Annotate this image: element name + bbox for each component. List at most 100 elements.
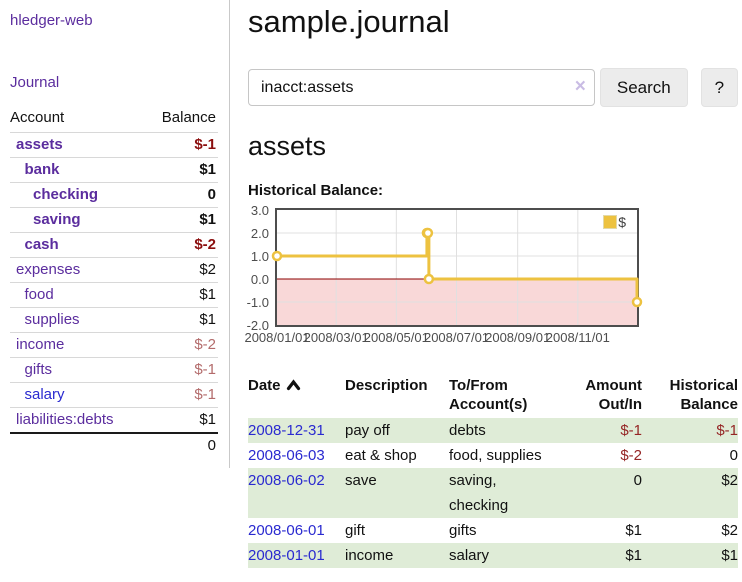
transaction-description: income xyxy=(345,547,394,564)
chart-title: Historical Balance: xyxy=(248,182,384,199)
chart-legend: $ xyxy=(603,214,626,230)
transaction-date-link[interactable]: 2008-06-01 xyxy=(248,522,325,539)
register-row: 2008-12-31 pay off debts $-1 $-1 xyxy=(248,418,738,443)
account-row: income $-2 xyxy=(10,332,218,358)
account-table-header: Account Balance xyxy=(10,108,218,133)
balance-column-header: Historical Balance xyxy=(669,377,738,413)
transaction-amount: $-2 xyxy=(620,447,642,464)
account-link[interactable]: salary xyxy=(24,386,65,403)
y-axis-tick-label: -1.0 xyxy=(246,295,269,310)
y-axis-tick-label: 3.0 xyxy=(250,203,269,218)
transaction-date-link[interactable]: 2008-06-02 xyxy=(248,472,325,489)
account-link[interactable]: food xyxy=(24,286,54,303)
transaction-accounts: salary xyxy=(449,547,490,564)
transaction-description: eat & shop xyxy=(345,447,417,464)
transaction-balance: $-1 xyxy=(716,422,738,439)
account-row: cash $-2 xyxy=(10,232,218,258)
account-balance: $-1 xyxy=(194,361,216,378)
account-balance: $1 xyxy=(199,411,216,428)
register-row: 2008-06-01 gift gifts $1 $2 xyxy=(248,518,738,543)
help-button[interactable]: ? xyxy=(700,68,738,107)
main-content: sample.journal × Search ? assets Histori… xyxy=(244,0,738,568)
sidebar: hledger-web Journal Account Balance asse… xyxy=(0,0,230,468)
y-axis-tick-label: -2.0 xyxy=(246,318,269,333)
amount-column-header: Amount Out/In xyxy=(585,377,642,413)
date-column-header[interactable]: Date xyxy=(248,376,345,418)
account-row: food $1 xyxy=(10,282,218,308)
search-form: × Search ? xyxy=(248,68,738,107)
page-title: sample.journal xyxy=(248,4,450,39)
transaction-date-link[interactable]: 2008-01-01 xyxy=(248,547,325,564)
transaction-amount: 0 xyxy=(633,472,642,489)
account-total-row: 0 xyxy=(10,433,218,458)
account-balance: $1 xyxy=(199,161,216,178)
legend-label: $ xyxy=(618,214,626,230)
x-axis-tick-label: 2008/05/01 xyxy=(363,330,429,345)
transaction-accounts: debts xyxy=(449,422,486,439)
account-link[interactable]: cash xyxy=(24,236,59,253)
account-link[interactable]: saving xyxy=(33,211,81,228)
transaction-amount: $1 xyxy=(625,547,642,564)
search-box: × xyxy=(248,69,595,106)
transaction-description: save xyxy=(345,472,377,489)
account-row: expenses $2 xyxy=(10,257,218,283)
account-balance: $1 xyxy=(199,211,216,228)
sort-ascending-icon xyxy=(286,379,300,391)
transaction-balance: $2 xyxy=(721,472,738,489)
transaction-balance: $2 xyxy=(721,522,738,539)
account-balance: $-1 xyxy=(194,136,216,153)
historical-balance-chart: 3.0 2.0 1.0 0.0 -1.0 -2.0 $ 2008/01/01 2008/03… xyxy=(244,204,738,350)
account-link[interactable]: gifts xyxy=(24,361,53,378)
transaction-description: gift xyxy=(345,522,366,539)
app-title-link[interactable]: hledger-web xyxy=(10,12,93,29)
account-link[interactable]: checking xyxy=(33,186,99,203)
search-button[interactable]: Search xyxy=(599,68,688,107)
chart-plot-area: $ xyxy=(271,208,643,327)
transaction-date-cell: 2008-01-01 xyxy=(248,543,345,568)
sidebar-item-journal[interactable]: Journal xyxy=(10,74,60,91)
register-table-header: Date Description To/From Account(s) Amou… xyxy=(248,376,738,418)
account-link[interactable]: liabilities:debts xyxy=(16,411,114,428)
register-row: 2008-06-02 save saving, checking 0 $2 xyxy=(248,468,738,518)
register-row: 2008-01-01 income salary $1 $1 xyxy=(248,543,738,568)
transaction-description: pay off xyxy=(345,422,390,439)
account-row: gifts $-1 xyxy=(10,357,218,383)
y-axis-tick-label: 0.0 xyxy=(250,272,269,287)
account-link[interactable]: assets xyxy=(16,136,63,153)
clear-search-icon[interactable]: × xyxy=(574,76,586,97)
account-balance: $-2 xyxy=(194,336,216,353)
y-axis-tick-label: 2.0 xyxy=(250,226,269,241)
account-balance: $-2 xyxy=(194,236,216,253)
account-balance: $1 xyxy=(199,286,216,303)
account-heading: assets xyxy=(248,131,327,161)
chart-canvas xyxy=(271,210,643,325)
account-row: checking 0 xyxy=(10,182,218,208)
account-balance: $-1 xyxy=(194,386,216,403)
legend-swatch-icon xyxy=(603,215,618,229)
account-row: supplies $1 xyxy=(10,307,218,333)
transaction-amount: $1 xyxy=(625,522,642,539)
y-axis-tick-label: 1.0 xyxy=(250,249,269,264)
account-row: liabilities:debts $1 xyxy=(10,407,218,434)
transaction-amount: $-1 xyxy=(620,422,642,439)
x-axis-tick-label: 2008/11/01 xyxy=(545,330,610,345)
account-row: salary $-1 xyxy=(10,382,218,408)
account-balance: $2 xyxy=(199,261,216,278)
register-row: 2008-06-03 eat & shop food, supplies $-2 0 xyxy=(248,443,738,468)
account-row: assets $-1 xyxy=(10,132,218,158)
transaction-accounts: food, supplies xyxy=(449,447,542,464)
transaction-balance: 0 xyxy=(729,447,738,464)
x-axis-tick-label: 2008/03/01 xyxy=(303,330,369,345)
transaction-date-cell: 2008-06-01 xyxy=(248,518,345,543)
account-total-balance: 0 xyxy=(207,437,216,454)
account-link[interactable]: bank xyxy=(24,161,60,178)
account-link[interactable]: income xyxy=(16,336,65,353)
account-column-header: Account xyxy=(10,109,65,126)
search-input[interactable] xyxy=(248,69,595,106)
account-link[interactable]: expenses xyxy=(16,261,81,278)
transaction-accounts: saving, checking xyxy=(449,472,509,514)
transaction-date-link[interactable]: 2008-12-31 xyxy=(248,422,325,439)
account-link[interactable]: supplies xyxy=(24,311,80,328)
transaction-date-link[interactable]: 2008-06-03 xyxy=(248,447,325,464)
transaction-date-cell: 2008-06-02 xyxy=(248,468,345,518)
